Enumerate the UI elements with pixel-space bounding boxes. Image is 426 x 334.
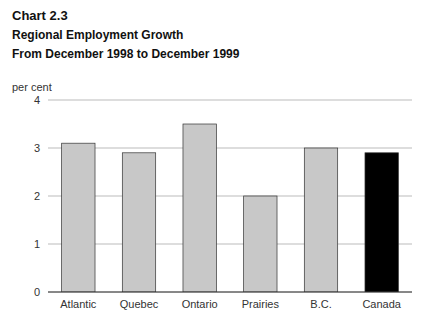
- x-tick-label: Prairies: [242, 298, 280, 310]
- y-tick-label: 1: [34, 238, 40, 250]
- grid-line: [48, 100, 412, 101]
- y-tick-label: 0: [34, 286, 40, 298]
- bar: [62, 143, 95, 292]
- x-tick-label: Quebec: [120, 298, 159, 310]
- x-tick-label: Atlantic: [60, 298, 97, 310]
- bar: [304, 148, 337, 292]
- grid-line: [48, 196, 412, 197]
- chart: Chart 2.3 Regional Employment Growth From …: [0, 0, 426, 334]
- bars: [62, 124, 399, 292]
- x-axis-line: [48, 292, 412, 293]
- chart-container: Chart 2.3 Regional Employment Growth From …: [0, 0, 426, 334]
- y-tick-label: 3: [34, 142, 40, 154]
- grid-line: [48, 292, 412, 293]
- bar: [183, 124, 216, 292]
- title: Chart 2.3: [12, 8, 68, 23]
- subtitle: Regional Employment Growth: [12, 28, 183, 42]
- grid-line: [48, 244, 412, 245]
- subtitle: From December 1998 to December 1999: [12, 47, 240, 61]
- x-tick-label: B.C.: [310, 298, 331, 310]
- x-tick-label: Ontario: [182, 298, 218, 310]
- y-tick-label: 2: [34, 190, 40, 202]
- grid: [48, 100, 412, 292]
- y-tick-label: 4: [34, 94, 40, 106]
- grid-line: [48, 148, 412, 149]
- bar: [122, 153, 155, 292]
- bar: [244, 196, 277, 292]
- y-axis-label: per cent: [12, 81, 52, 93]
- x-tick-label: Canada: [362, 298, 401, 310]
- bar: [365, 153, 398, 292]
